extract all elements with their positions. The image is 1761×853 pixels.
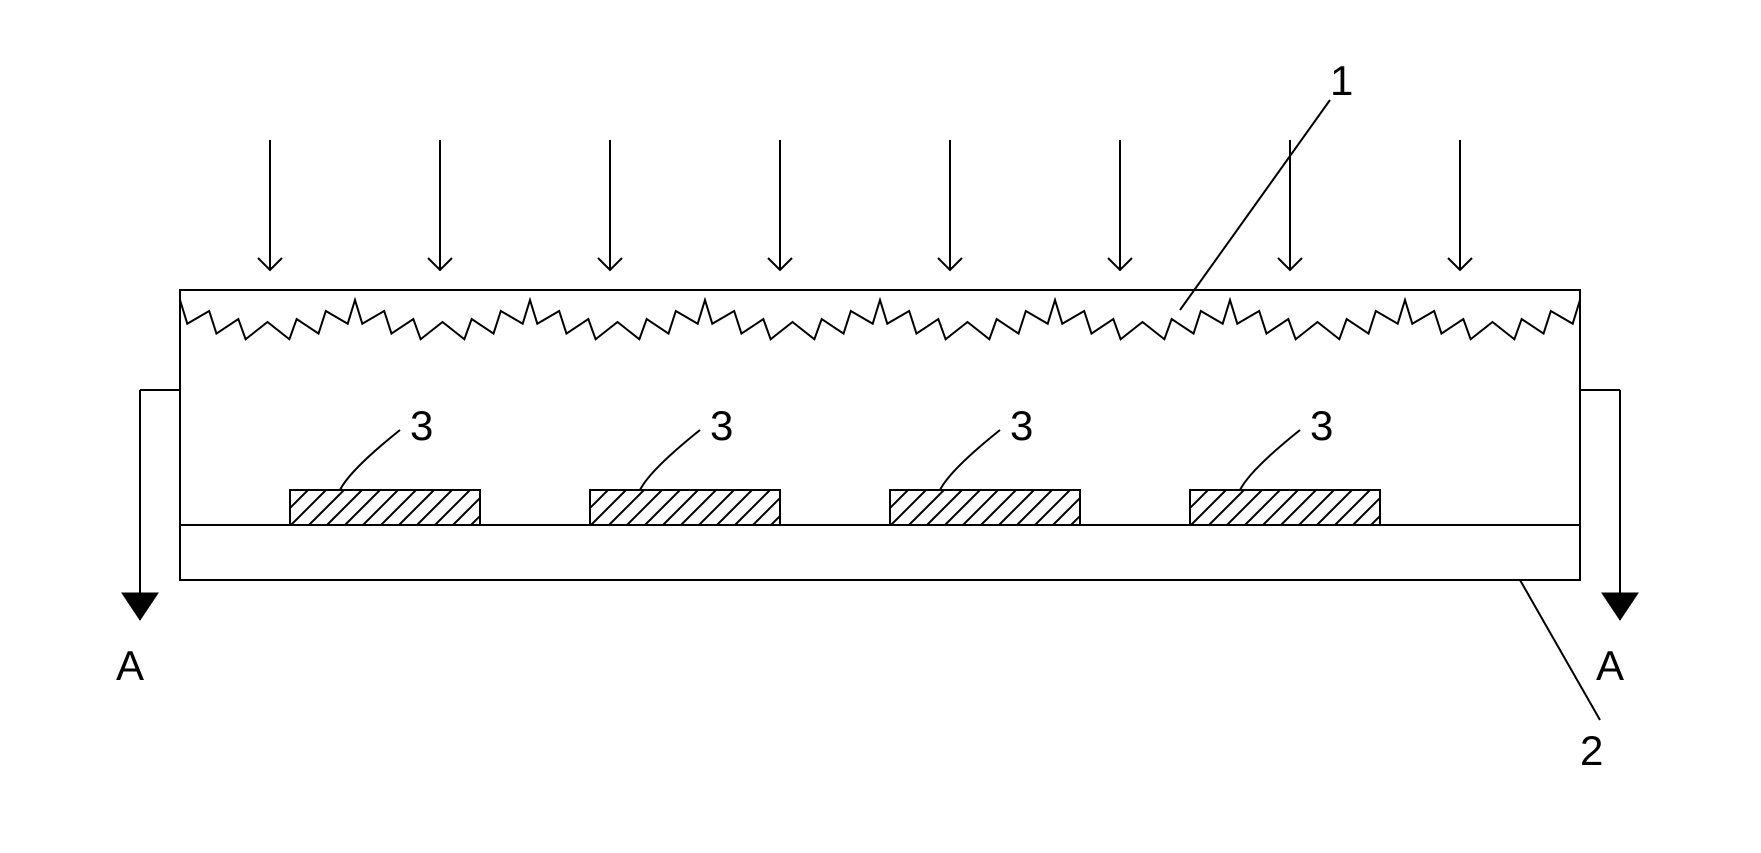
diagram-container: A A 1 2 3 3 3 3 (20, 20, 1761, 833)
incident-arrow (1278, 140, 1302, 270)
hatched-element (855, 490, 1142, 525)
incident-arrow (598, 140, 622, 270)
cross-section-diagram: A A 1 2 3 3 3 3 (20, 20, 1761, 833)
section-arrow-right: A (1580, 390, 1638, 689)
label-2: 2 (1580, 727, 1603, 774)
section-label-left: A (116, 642, 144, 689)
fresnel-surface (180, 300, 1580, 339)
leader-3: 3 (640, 402, 733, 490)
hatched-element (255, 490, 542, 525)
leader-3: 3 (1240, 402, 1333, 490)
incident-arrow (1108, 140, 1132, 270)
leader-2: 2 (1520, 580, 1603, 774)
incident-arrow (1448, 140, 1472, 270)
section-label-right: A (1596, 642, 1624, 689)
incident-arrow (768, 140, 792, 270)
label-3: 3 (1310, 402, 1333, 449)
incident-arrow (938, 140, 962, 270)
leader-3: 3 (940, 402, 1033, 490)
hatched-element (555, 490, 842, 525)
leader-1: 1 (1180, 57, 1353, 310)
leader-3: 3 (340, 402, 433, 490)
section-arrow-left: A (116, 390, 180, 689)
incident-arrow (258, 140, 282, 270)
incident-arrow (428, 140, 452, 270)
outer-container (180, 290, 1580, 580)
label-3: 3 (1010, 402, 1033, 449)
label-3: 3 (710, 402, 733, 449)
label-1: 1 (1330, 57, 1353, 104)
hatched-element (1155, 490, 1442, 525)
label-3: 3 (410, 402, 433, 449)
